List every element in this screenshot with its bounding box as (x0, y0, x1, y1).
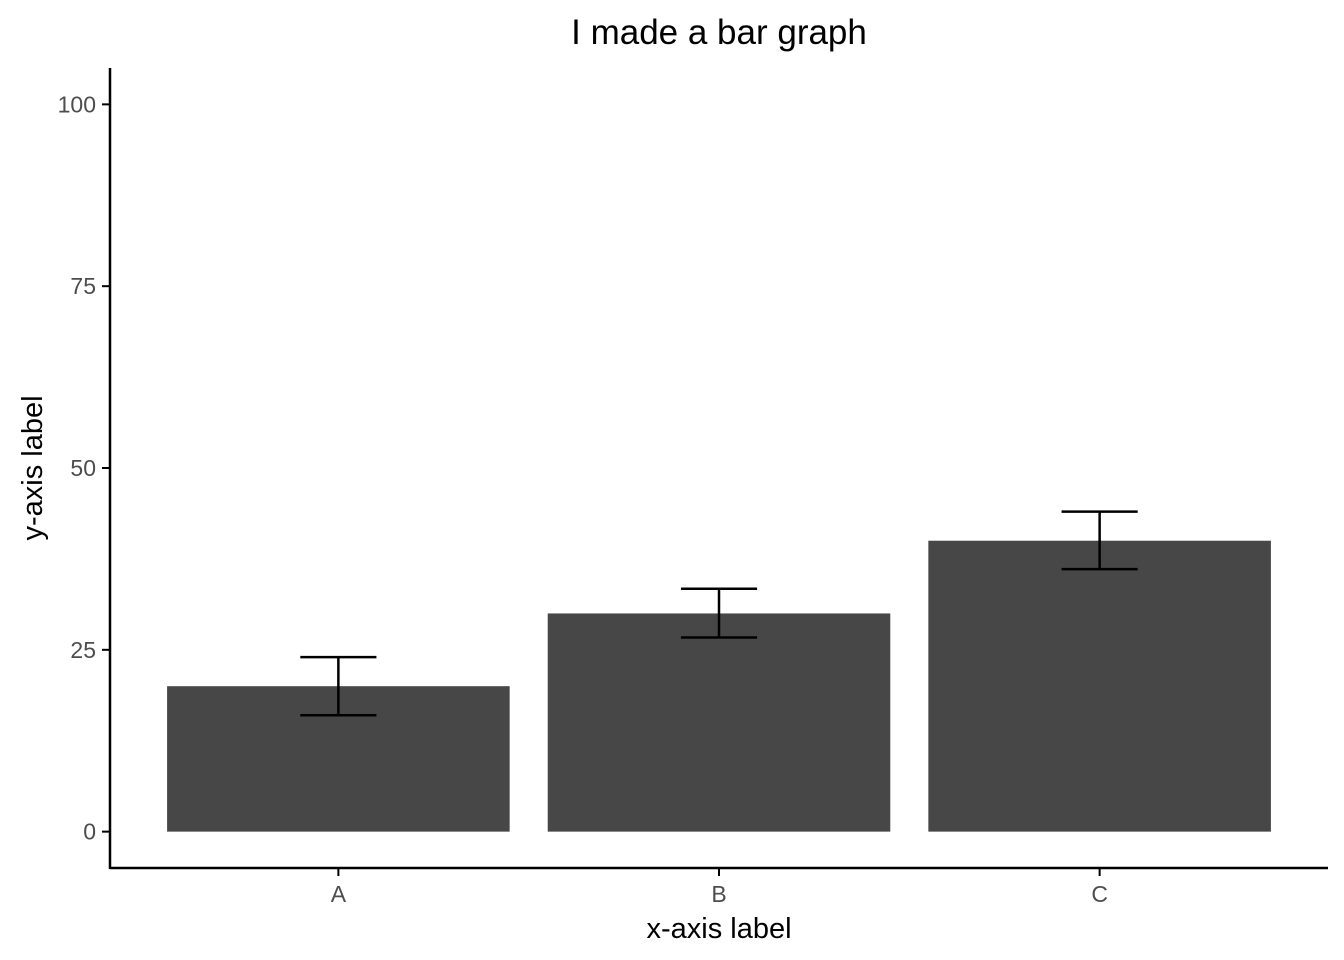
x-axis-ticks: A B C (331, 868, 1108, 907)
y-tick-label-50: 50 (70, 455, 96, 481)
x-tick-label-A: A (331, 881, 347, 907)
bar-C (928, 540, 1271, 832)
error-bars (300, 510, 1138, 717)
x-axis-title: x-axis label (646, 913, 791, 945)
bars (167, 540, 1271, 832)
bar-B (547, 613, 891, 832)
y-tick-label-75: 75 (70, 273, 96, 299)
y-tick-label-100: 100 (58, 91, 96, 117)
x-tick-label-C: C (1091, 881, 1108, 907)
chart-title: I made a bar graph (571, 13, 867, 52)
y-axis-title: y-axis label (17, 395, 49, 540)
y-tick-label-0: 0 (83, 819, 96, 845)
x-tick-label-B: B (711, 881, 726, 907)
y-tick-label-25: 25 (70, 637, 96, 663)
y-axis-ticks: 0 25 50 75 100 (58, 91, 110, 845)
